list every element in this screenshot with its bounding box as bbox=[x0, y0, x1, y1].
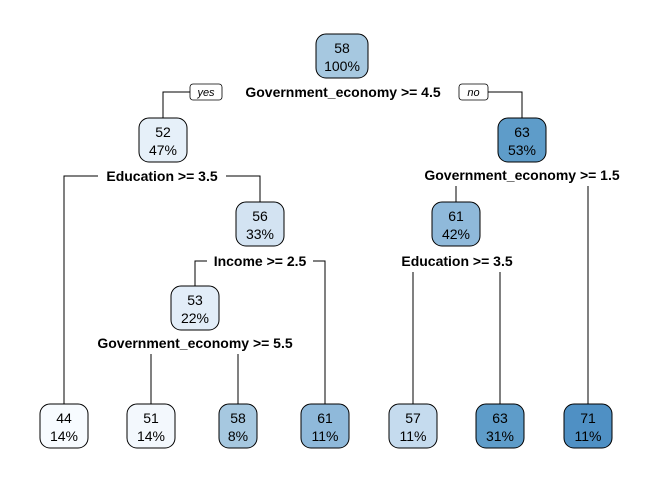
tree-leaf-l57-value: 57 bbox=[405, 410, 421, 426]
tree-leaf-l61-pct: 11% bbox=[312, 428, 339, 444]
tree-leaf-l51-pct: 14% bbox=[137, 428, 165, 444]
split-labels: Government_economy >= 4.5 Education >= 3… bbox=[97, 84, 620, 351]
tree-leaf-l63: 63 31% bbox=[475, 403, 525, 449]
split-label-n53: Government_economy >= 5.5 bbox=[97, 335, 293, 351]
tree-leaf-l61: 61 11% bbox=[300, 403, 350, 449]
split-label-n56: Income >= 2.5 bbox=[214, 253, 307, 269]
tree-leaf-l71-pct: 11% bbox=[575, 428, 602, 444]
edge-root-right bbox=[488, 91, 523, 118]
tree-leaf-l44-pct: 14% bbox=[50, 428, 78, 444]
tree-node-n52-box bbox=[138, 117, 188, 163]
tree-leaf-l44-box bbox=[39, 403, 89, 449]
tree-node-n52: 52 47% bbox=[138, 117, 188, 163]
tree-leaf-l58-value: 58 bbox=[230, 410, 246, 426]
branch-tag-yes-label: yes bbox=[196, 87, 215, 99]
tree-node-n53-pct: 22% bbox=[181, 310, 209, 326]
tree-leaf-l58-pct: 8% bbox=[228, 428, 248, 444]
tree-leaf-l51-box bbox=[126, 403, 176, 449]
tree-node-n63a-pct: 53% bbox=[508, 142, 536, 158]
tree-node-n56-pct: 33% bbox=[246, 226, 274, 242]
tree-leaf-l57-pct: 11% bbox=[400, 428, 427, 444]
split-label-n63a: Government_economy >= 1.5 bbox=[424, 167, 620, 183]
split-label-root: Government_economy >= 4.5 bbox=[245, 84, 441, 100]
tree-node-n56-value: 56 bbox=[252, 208, 268, 224]
tree-node-root-box bbox=[315, 33, 369, 79]
tree-leaf-l51-value: 51 bbox=[143, 410, 159, 426]
tree-node-n61a-pct: 42% bbox=[442, 226, 470, 242]
tree-leaf-l51: 51 14% bbox=[126, 403, 176, 449]
tree-node-n63a-value: 63 bbox=[514, 124, 530, 140]
tree-node-n53-box bbox=[170, 285, 220, 331]
tree-leaf-l57-box bbox=[388, 403, 438, 449]
tree-node-n63a: 63 53% bbox=[497, 117, 547, 163]
edge-n56-right bbox=[313, 260, 326, 404]
tree-leaf-l71-value: 71 bbox=[580, 410, 596, 426]
branch-tag-no: no bbox=[458, 83, 489, 101]
tree-node-n52-value: 52 bbox=[155, 124, 171, 140]
tree-node-root: 58 100% bbox=[315, 33, 369, 79]
tree-node-n53: 53 22% bbox=[170, 285, 220, 331]
tree-nodes: 58 100% 52 47% 63 53% 56 33% 61 42% 53 2… bbox=[39, 33, 613, 449]
tree-node-n61a-value: 61 bbox=[448, 208, 464, 224]
tree-leaf-l63-box bbox=[475, 403, 525, 449]
tree-node-root-value: 58 bbox=[334, 40, 350, 56]
edge-n52-right bbox=[226, 175, 261, 202]
tree-node-n63a-box bbox=[497, 117, 547, 163]
tree-node-n53-value: 53 bbox=[187, 292, 203, 308]
tree-leaf-l63-pct: 31% bbox=[486, 428, 514, 444]
split-label-n52: Education >= 3.5 bbox=[106, 168, 217, 184]
tree-leaf-l71: 71 11% bbox=[563, 403, 613, 449]
tree-node-n61a: 61 42% bbox=[431, 201, 481, 247]
edge-n56-left bbox=[194, 260, 207, 286]
branch-tag-no-label: no bbox=[467, 87, 479, 99]
split-label-n61a: Education >= 3.5 bbox=[401, 253, 512, 269]
tree-edges bbox=[63, 91, 589, 404]
tree-leaf-l61-value: 61 bbox=[317, 410, 333, 426]
tree-leaf-l44: 44 14% bbox=[39, 403, 89, 449]
tree-leaf-l58-box bbox=[218, 403, 258, 449]
tree-leaf-l63-value: 63 bbox=[492, 410, 508, 426]
tree-node-n56-box bbox=[235, 201, 285, 247]
tree-leaf-l57: 57 11% bbox=[388, 403, 438, 449]
tree-leaf-l44-value: 44 bbox=[56, 410, 72, 426]
tree-leaf-l61-box bbox=[300, 403, 350, 449]
edge-root-left bbox=[162, 91, 190, 118]
tree-leaf-l58: 58 8% bbox=[218, 403, 258, 449]
tree-node-root-pct: 100% bbox=[324, 58, 360, 74]
tree-node-n61a-box bbox=[431, 201, 481, 247]
tree-leaf-l71-box bbox=[563, 403, 613, 449]
tree-node-n52-pct: 47% bbox=[149, 142, 177, 158]
tree-node-n56: 56 33% bbox=[235, 201, 285, 247]
edge-n52-left bbox=[63, 175, 98, 404]
branch-tag-yes: yes bbox=[189, 83, 223, 101]
